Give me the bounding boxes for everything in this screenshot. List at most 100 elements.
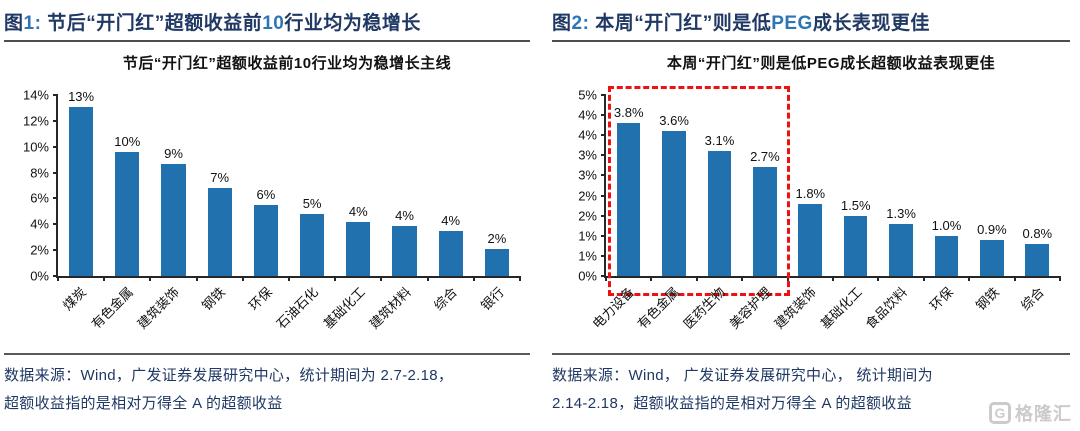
bar-基础化工: [843, 215, 868, 276]
x-category-label: 环保: [245, 284, 275, 314]
y-tick-mark: [53, 119, 58, 122]
y-tick-label: 1%: [578, 228, 597, 244]
bar-基础化工: [346, 221, 371, 276]
y-tick-mark: [601, 94, 606, 96]
y-tick-mark: [53, 171, 58, 174]
bar-value-label: 13%: [68, 88, 95, 104]
gelonghui-watermark: G 格隆汇: [989, 400, 1072, 426]
x-tick-mark: [380, 276, 383, 281]
x-category-label: 综合: [431, 284, 461, 314]
y-tick-mark: [53, 94, 58, 96]
bar-value-label: 1.5%: [840, 197, 871, 213]
bar-value-label: 5%: [302, 195, 322, 211]
source-note: 数据来源：Wind， 广发证券发展研究中心， 统计期间为 2.14-2.18，超…: [552, 362, 1070, 418]
bar-综合: [438, 230, 463, 276]
x-category-label: 基础化工: [817, 284, 865, 332]
bar-电力设备: [616, 123, 641, 276]
y-tick-mark: [601, 174, 606, 177]
bar-综合: [1025, 243, 1050, 276]
figure-1-bar-chart: 节后“开门红”超额收益前10行业均为稳增长主线 0% 2% 4% 6% 8% 10% 12%…: [4, 52, 530, 345]
bar-value-label: 9%: [164, 145, 183, 161]
source-line: 超额收益指的是相对万得全 A 的超额收益: [4, 394, 283, 412]
y-tick-label: 3%: [578, 167, 597, 183]
bar-美容护理: [753, 167, 777, 276]
caption-segment: 图: [4, 13, 24, 34]
caption-segment: 成长表现更佳: [812, 13, 930, 34]
bar-value-label: 2.7%: [750, 149, 780, 165]
y-tick-label: 1%: [578, 248, 597, 264]
x-tick-mark: [1059, 276, 1061, 281]
caption-segment: 1:: [23, 13, 42, 34]
y-tick-mark: [53, 223, 58, 226]
x-tick-mark: [241, 276, 244, 281]
x-category-label: 电力设备: [589, 284, 637, 332]
y-tick-mark: [601, 114, 606, 117]
x-category-label: 综合: [1018, 284, 1048, 314]
bar-有色金属: [115, 151, 140, 276]
source-divider: [4, 353, 530, 355]
bar-环保: [934, 235, 959, 276]
x-category-label: 医药生物: [680, 284, 728, 332]
y-tick-label: 2%: [578, 208, 597, 224]
figure-1-caption: 图1: 节后“开门红”超额收益前10行业均为稳增长: [4, 8, 530, 35]
x-tick-mark: [741, 276, 744, 281]
x-tick-mark: [426, 276, 429, 281]
caption-segment: 2:: [571, 13, 590, 34]
y-tick-label: 5%: [578, 87, 597, 103]
bar-value-label: 7%: [210, 170, 230, 186]
caption-divider: [4, 40, 530, 42]
bar-建筑材料: [392, 225, 417, 276]
y-tick-mark: [601, 154, 606, 157]
source-note: 数据来源：Wind，广发证券发展研究中心，统计期间为 2.7-2.18， 超额收…: [4, 362, 530, 418]
x-category-label: 煤炭: [60, 284, 90, 314]
figure-2-bar-chart: 本周“开门红”则是低PEG成长超额收益表现更佳 0% 1% 1% 2% 2% 3% 3% 4%…: [552, 52, 1070, 345]
bar-value-label: 3.8%: [613, 105, 644, 121]
caption-divider: [552, 40, 1070, 42]
y-tick-label: 4%: [30, 216, 49, 232]
x-category-label: 有色金属: [634, 284, 683, 332]
x-tick-mark: [877, 276, 880, 281]
caption-segment: 10: [262, 13, 285, 34]
chart-title: 本周“开门红”则是低PEG成长超额收益表现更佳: [666, 55, 996, 72]
bar-建筑装饰: [798, 203, 823, 276]
bar-value-label: 0.8%: [1022, 225, 1053, 241]
source-line: 数据来源：Wind，广发证券发展研究中心，统计期间为 2.7-2.18，: [4, 367, 454, 384]
y-tick-label: 2%: [30, 242, 49, 258]
y-tick-label: 2%: [578, 188, 597, 204]
bar-value-label: 4%: [395, 207, 414, 223]
y-tick-label: 8%: [30, 165, 49, 181]
figure-1: 图1: 节后“开门红”超额收益前10行业均为稳增长 节后“开门红”超额收益前10…: [4, 8, 530, 418]
source-line: 2.14-2.18，超额收益指的是相对万得全 A 的超额收益: [552, 394, 912, 412]
x-category-label: 石油石化: [273, 284, 322, 332]
y-tick-mark: [601, 234, 606, 237]
bar-煤炭: [69, 106, 94, 276]
x-category-label: 环保: [926, 284, 956, 314]
plot-wrap: 0% 2% 4% 6% 8% 10% 12% 14% 13% 10% 9% 7% 6% 5% 4% 4% 4% 2…: [23, 89, 521, 345]
y-tick-label: 6%: [30, 190, 49, 206]
bar-钢铁: [207, 188, 232, 276]
y-tick-label: 4%: [578, 107, 597, 123]
x-tick-mark: [195, 276, 198, 281]
plot-area: 0% 2% 4% 6% 8% 10% 12% 14% 13% 10% 9% 7% 6% 5% 4% 4% 4% 2…: [23, 89, 521, 283]
y-tick-mark: [601, 214, 606, 217]
x-tick-mark: [1013, 276, 1016, 281]
bar-钢铁: [980, 239, 1004, 276]
caption-segment: 节后“开门红”超额收益前: [41, 13, 263, 34]
bar-value-label: 10%: [114, 133, 141, 149]
bar-有色金属: [662, 131, 686, 276]
x-category-label: 钢铁: [972, 284, 1002, 314]
y-tick-mark: [601, 275, 606, 277]
x-tick-mark: [968, 276, 971, 281]
x-category-label: 有色金属: [88, 284, 136, 332]
x-tick-mark: [103, 276, 106, 281]
bar-value-label: 3.1%: [704, 133, 735, 149]
bar-value-label: 4%: [348, 203, 368, 219]
x-tick-mark: [57, 276, 59, 281]
y-tick-mark: [53, 145, 58, 148]
bar-银行: [484, 248, 509, 276]
x-tick-mark: [650, 276, 653, 281]
bar-value-label: 3.6%: [659, 113, 689, 129]
source-line: 数据来源：Wind， 广发证券发展研究中心， 统计期间为: [552, 367, 933, 384]
x-category-label: 钢铁: [199, 284, 229, 314]
x-tick-mark: [149, 276, 152, 281]
